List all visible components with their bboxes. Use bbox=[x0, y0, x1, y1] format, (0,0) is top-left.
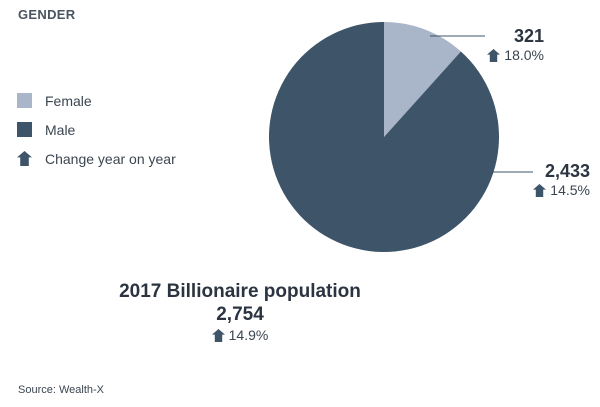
total-summary: 2017 Billionaire population 2,754 14.9% bbox=[110, 280, 370, 344]
legend-item-male: Male bbox=[17, 120, 176, 139]
legend-label-female: Female bbox=[45, 92, 92, 109]
callout-male: 2,433 14.5% bbox=[520, 161, 590, 199]
up-arrow-house-icon bbox=[487, 48, 501, 62]
pie-slice-female bbox=[384, 22, 461, 137]
pie-slice-male bbox=[268, 22, 499, 252]
total-label: 2017 Billionaire population bbox=[119, 281, 361, 302]
callout-female: 321 18.0% bbox=[482, 26, 544, 64]
callout-male-change-text: 14.5% bbox=[550, 182, 590, 198]
legend-label-male: Male bbox=[45, 121, 76, 138]
chart-title: GENDER bbox=[18, 7, 76, 22]
up-arrow-house-icon bbox=[17, 151, 32, 166]
legend-label-change: Change year on year bbox=[45, 150, 176, 167]
callout-female-change: 18.0% bbox=[482, 46, 544, 64]
legend-item-female: Female bbox=[17, 91, 176, 110]
source-note: Source: Wealth-X bbox=[18, 384, 105, 396]
female-swatch bbox=[17, 93, 32, 108]
total-change: 14.9% bbox=[110, 326, 370, 344]
total-change-text: 14.9% bbox=[228, 327, 269, 343]
callout-female-value: 321 bbox=[513, 26, 544, 46]
legend: Female Male Change year on year bbox=[17, 91, 176, 178]
male-swatch bbox=[17, 122, 32, 137]
up-arrow-house-icon bbox=[533, 183, 547, 197]
legend-item-change: Change year on year bbox=[17, 149, 176, 168]
callout-male-value: 2,433 bbox=[544, 161, 590, 181]
callout-female-change-text: 18.0% bbox=[504, 47, 544, 63]
up-arrow-house-icon bbox=[211, 328, 225, 342]
pie-slices bbox=[268, 22, 499, 252]
total-value: 2,754 bbox=[216, 304, 264, 325]
callout-male-change: 14.5% bbox=[520, 181, 590, 199]
